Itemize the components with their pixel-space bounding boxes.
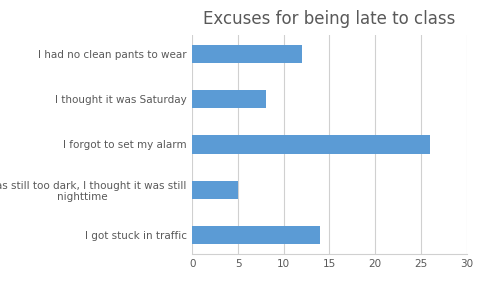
Bar xyxy=(192,136,429,153)
Bar xyxy=(192,90,265,108)
Title: Excuses for being late to class: Excuses for being late to class xyxy=(203,10,455,27)
Bar xyxy=(192,181,238,199)
Bar xyxy=(192,45,301,63)
Bar xyxy=(192,226,320,244)
